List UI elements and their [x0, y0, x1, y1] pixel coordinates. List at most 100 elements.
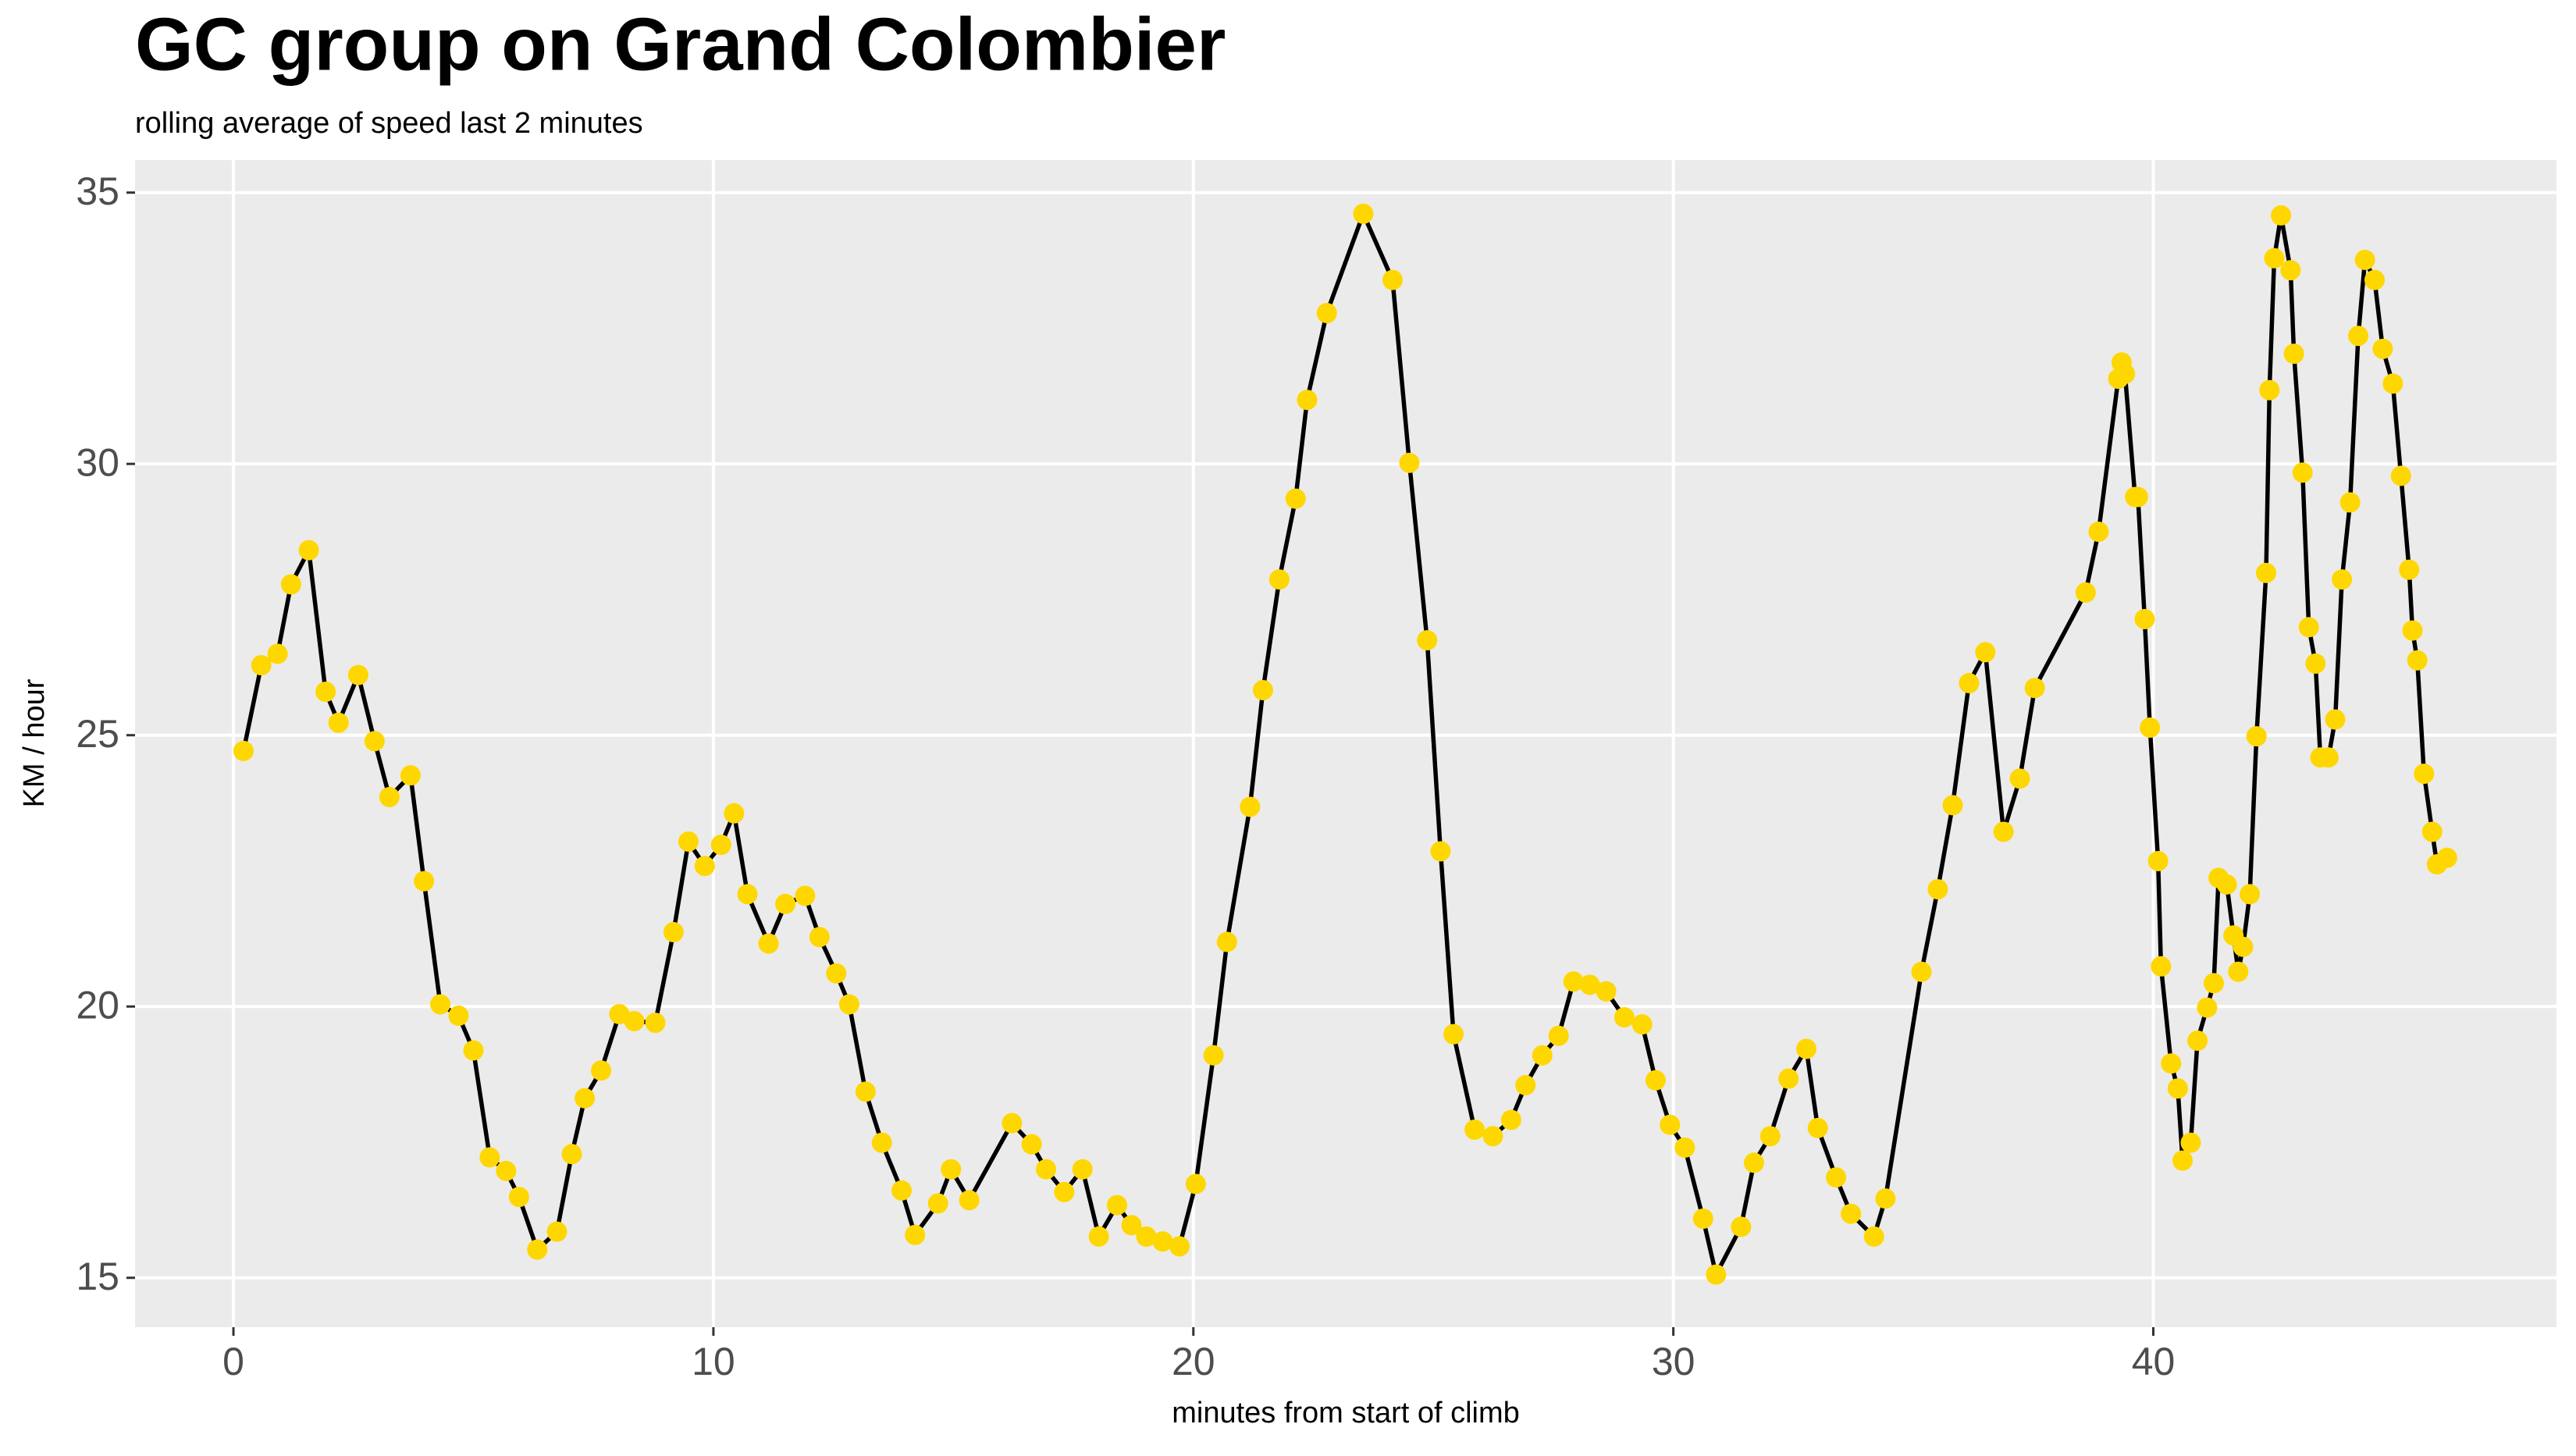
data-point	[233, 740, 254, 761]
data-point	[591, 1060, 612, 1081]
data-point	[2197, 997, 2218, 1018]
data-point	[2088, 522, 2109, 543]
data-point	[1417, 630, 1438, 651]
data-point	[694, 856, 715, 877]
data-point	[546, 1221, 568, 1242]
data-point	[2354, 249, 2375, 270]
data-point	[2180, 1132, 2201, 1153]
data-point	[2325, 709, 2346, 730]
data-point	[1863, 1226, 1884, 1247]
data-point	[328, 712, 349, 733]
data-point	[663, 922, 684, 943]
y-tick-label: 35	[76, 169, 119, 213]
data-point	[1875, 1188, 1896, 1209]
x-tick-label: 40	[2132, 1340, 2176, 1383]
data-point	[1826, 1167, 1847, 1188]
data-point	[724, 803, 745, 824]
data-point	[2228, 961, 2249, 982]
data-point	[1706, 1264, 1727, 1285]
data-point	[905, 1224, 926, 1245]
data-point	[1500, 1109, 1521, 1130]
data-point	[2414, 764, 2435, 785]
data-point	[1579, 974, 1600, 995]
data-point	[1795, 1038, 1816, 1059]
data-point	[1660, 1114, 1681, 1135]
data-point	[280, 574, 301, 595]
data-point	[1942, 795, 1963, 816]
data-point	[1841, 1203, 1862, 1224]
data-point	[1152, 1231, 1173, 1252]
data-point	[1316, 302, 1337, 323]
data-point	[2318, 747, 2339, 768]
data-point	[1532, 1045, 1553, 1066]
data-point	[1778, 1068, 1799, 1089]
data-point	[463, 1040, 484, 1061]
data-point	[2407, 650, 2428, 671]
data-point	[1464, 1120, 1485, 1141]
data-point	[2436, 847, 2457, 868]
data-point	[809, 927, 830, 948]
data-point	[1054, 1181, 1075, 1202]
data-point	[1807, 1117, 1828, 1138]
data-point	[2127, 486, 2148, 507]
data-point	[795, 885, 816, 906]
data-point	[2305, 653, 2326, 674]
data-point	[1645, 1070, 1666, 1091]
y-tick-label: 15	[76, 1255, 119, 1298]
data-point	[364, 731, 385, 752]
y-tick-label: 30	[76, 440, 119, 484]
data-point	[758, 933, 779, 954]
data-point	[838, 994, 859, 1015]
data-point	[2134, 608, 2155, 629]
data-point	[347, 664, 368, 685]
data-point	[379, 786, 400, 807]
data-point	[496, 1160, 517, 1181]
x-tick-label: 0	[222, 1340, 244, 1383]
data-point	[479, 1147, 500, 1168]
data-point	[678, 831, 699, 852]
data-point	[2187, 1031, 2208, 1052]
data-point	[2115, 363, 2136, 384]
data-point	[1169, 1236, 1190, 1257]
data-point	[2283, 344, 2304, 365]
data-point	[2167, 1078, 2188, 1099]
x-tick-label: 10	[692, 1340, 735, 1383]
data-point	[414, 870, 435, 892]
y-tick-label: 20	[76, 983, 119, 1027]
data-point	[927, 1193, 948, 1214]
data-point	[448, 1006, 469, 1027]
data-point	[2348, 326, 2369, 347]
data-point	[710, 835, 731, 856]
data-point	[2161, 1053, 2182, 1074]
data-point	[561, 1144, 582, 1165]
data-point	[1399, 452, 1420, 473]
data-point	[2009, 768, 2030, 789]
data-point	[315, 682, 336, 703]
data-point	[2203, 973, 2224, 994]
y-axis-title: KM / hour	[18, 678, 51, 807]
data-point	[2075, 582, 2096, 603]
data-point	[2151, 956, 2172, 977]
data-point	[1911, 961, 1932, 982]
data-point	[2402, 620, 2423, 641]
data-point	[1297, 390, 1318, 411]
data-point	[1430, 841, 1451, 862]
data-point	[1515, 1075, 1536, 1096]
data-point	[2140, 717, 2161, 738]
data-point	[826, 963, 847, 984]
data-point	[2172, 1150, 2194, 1171]
data-point	[1548, 1025, 1569, 1046]
data-point	[2271, 205, 2292, 226]
data-point	[251, 655, 272, 676]
data-point	[1674, 1137, 1695, 1158]
data-point	[959, 1190, 980, 1211]
data-point	[941, 1159, 962, 1180]
y-tick-label: 25	[76, 712, 119, 756]
data-point	[1121, 1215, 1142, 1236]
data-point	[1563, 971, 1584, 992]
data-point	[2364, 269, 2385, 290]
data-point	[1631, 1014, 1653, 1035]
data-point	[2216, 874, 2237, 895]
data-point	[855, 1081, 876, 1102]
